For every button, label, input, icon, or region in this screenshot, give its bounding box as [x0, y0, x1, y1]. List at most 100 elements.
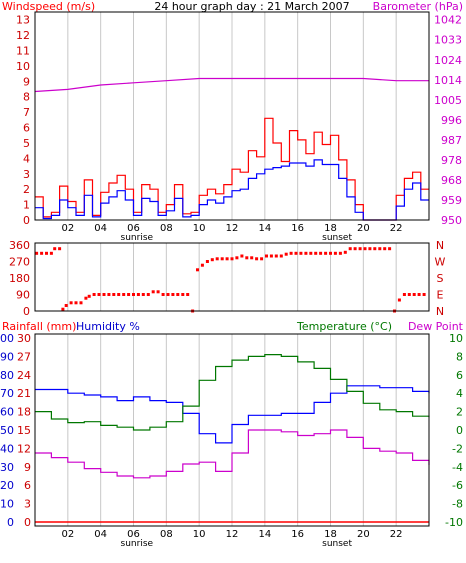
direction-point [117, 293, 121, 296]
direction-compass-label: N [436, 305, 444, 318]
humidity-axis-label: Humidity % [76, 320, 140, 333]
humidity-tick-label: 30 [0, 461, 14, 474]
x-tick-label: 18 [324, 223, 337, 234]
direction-plot-frame [34, 242, 430, 312]
direction-point [269, 254, 273, 258]
barometer-tick-label: 996 [441, 114, 462, 127]
direction-degree-label: 90 [16, 289, 30, 302]
sunset-marker: sunset [322, 233, 352, 243]
rainfall-tick-label: 30 [17, 332, 31, 345]
direction-point [383, 247, 387, 251]
direction-point [53, 247, 57, 251]
direction-point [225, 257, 229, 261]
direction-point [79, 301, 83, 305]
direction-point [74, 301, 78, 305]
barometer-tick-label: 1033 [434, 34, 462, 47]
windspeed-tick-label: 3 [23, 168, 30, 181]
direction-point [58, 247, 62, 251]
direction-point [49, 251, 53, 255]
direction-point [348, 247, 352, 251]
temperature-tick-label: -2 [452, 442, 463, 455]
humidity-tick-label: 60 [0, 406, 14, 419]
windspeed-tick-label: 7 [23, 106, 30, 119]
direction-point [255, 257, 259, 261]
direction-point [363, 247, 367, 251]
direction-point [397, 298, 401, 302]
direction-point [61, 307, 65, 311]
windspeed-tick-label: 8 [23, 91, 30, 104]
direction-degree-label: 0 [23, 305, 30, 318]
direction-point [122, 293, 126, 296]
x-tick-label: 20 [357, 223, 370, 234]
direction-point [299, 251, 303, 255]
direction-point [146, 293, 150, 296]
temperature-tick-label: 6 [456, 369, 463, 382]
direction-point [407, 293, 411, 296]
direction-point [373, 247, 377, 251]
windspeed-tick-label: 0 [23, 214, 30, 227]
direction-point [338, 251, 342, 255]
x-tick-label: 16 [291, 529, 304, 540]
direction-point [40, 251, 44, 255]
x-tick-label: 06 [127, 529, 140, 540]
x-tick-label: 14 [258, 529, 271, 540]
sunset-marker: sunset [322, 539, 352, 549]
direction-point [294, 251, 298, 255]
temperature-axis-ticks: 0102030405060708090100036912151821242730… [0, 332, 463, 549]
wind-barometer-panel: Windspeed (m/s) 24 hour graph day : 21 M… [2, 0, 463, 243]
direction-point [304, 251, 308, 255]
direction-point [250, 256, 254, 260]
x-tick-label: 08 [160, 529, 173, 540]
direction-point [412, 293, 416, 296]
direction-point [215, 257, 219, 261]
direction-compass-label: N [436, 239, 444, 252]
direction-point [69, 301, 73, 305]
humidity-tick-label: 100 [0, 332, 14, 345]
direction-point [35, 251, 39, 255]
windspeed-tick-label: 6 [23, 122, 30, 135]
rainfall-tick-label: 6 [24, 479, 31, 492]
temperature-axis-label: Temperature (°C) [296, 320, 392, 333]
wind-axis-ticks: 0123456789101112139509599689789879961005… [16, 14, 462, 243]
x-tick-label: 12 [226, 529, 239, 540]
x-tick-label: 02 [61, 223, 74, 234]
direction-point [402, 293, 406, 296]
humidity-tick-label: 20 [0, 479, 14, 492]
temperature-line [35, 354, 430, 431]
direction-point [329, 251, 332, 255]
direction-point [132, 293, 135, 296]
windspeed-tick-label: 13 [16, 14, 30, 27]
direction-point [92, 293, 96, 296]
rainfall-tick-label: 0 [24, 516, 31, 529]
direction-point [230, 257, 234, 261]
x-tick-label: 18 [324, 529, 337, 540]
windspeed-tick-label: 12 [16, 29, 30, 42]
direction-point [358, 247, 362, 251]
direction-point [166, 293, 170, 296]
rainfall-tick-label: 12 [17, 442, 31, 455]
x-tick-label: 20 [357, 529, 370, 540]
direction-point [279, 254, 283, 258]
temperature-tick-label: 0 [456, 424, 463, 437]
windspeed-tick-label: 2 [23, 183, 30, 196]
barometer-line [34, 77, 429, 93]
average-line [35, 159, 429, 221]
direction-point [196, 268, 199, 272]
barometer-tick-label: 1024 [434, 54, 462, 67]
direction-degree-label: 360 [9, 239, 30, 252]
direction-point [235, 256, 239, 260]
wind-series [34, 77, 429, 221]
x-tick-label: 04 [94, 529, 107, 540]
chart-title: 24 hour graph day : 21 March 2007 [154, 0, 349, 13]
direction-point [324, 251, 328, 255]
barometer-tick-label: 978 [441, 154, 462, 167]
direction-point [181, 293, 185, 296]
humidity-tick-label: 50 [0, 424, 14, 437]
windspeed-tick-label: 9 [23, 75, 30, 88]
rainfall-tick-label: 24 [17, 369, 31, 382]
sunrise-marker: sunrise [121, 233, 154, 243]
rainfall-tick-label: 18 [17, 406, 31, 419]
